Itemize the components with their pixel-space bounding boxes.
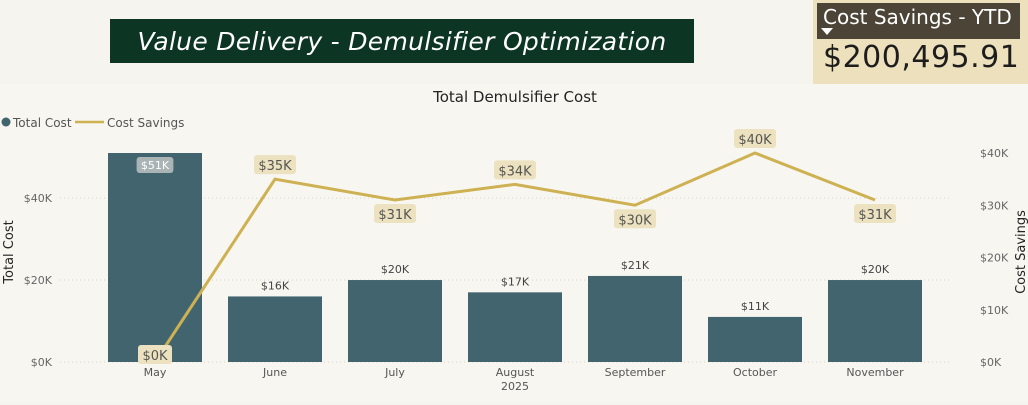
- kpi-label: Cost Savings - YTD: [817, 3, 1020, 39]
- line-value-label: $0K: [142, 349, 168, 364]
- line-value-label: $31K: [378, 208, 412, 223]
- y-right-tick-label: $30K: [980, 199, 1009, 212]
- line-value-label-bg: [854, 204, 896, 224]
- line-value-label: $31K: [858, 208, 892, 223]
- y-axis-right-title: Cost Savings: [1014, 210, 1028, 294]
- page-title: Value Delivery - Demulsifier Optimizatio…: [110, 19, 694, 63]
- bar-august[interactable]: [468, 292, 562, 362]
- line-value-label-bg: [374, 204, 416, 224]
- legend-cost-savings-label[interactable]: Cost Savings: [107, 116, 184, 130]
- y-left-tick-label: $0K: [31, 356, 53, 369]
- y-right-tick-label: $0K: [980, 356, 1002, 369]
- x-tick-label: May: [144, 366, 167, 379]
- bar-november[interactable]: [828, 280, 922, 362]
- line-value-label: $34K: [498, 164, 532, 179]
- line-value-label-bg: [254, 155, 296, 175]
- line-value-label-bg: [494, 160, 536, 180]
- line-value-label: $30K: [618, 213, 652, 228]
- x-tick-label: June: [262, 366, 287, 379]
- legend-total-cost-icon: [1, 117, 11, 127]
- cost-savings-line[interactable]: [153, 151, 876, 363]
- x-tick-label: September: [605, 366, 666, 379]
- legend[interactable]: Total Cost Cost Savings: [1, 116, 185, 130]
- x-tick-label: November: [846, 366, 904, 379]
- bar-july[interactable]: [348, 280, 442, 362]
- bar-value-label: $17K: [501, 275, 530, 288]
- caret-down-icon[interactable]: [821, 28, 833, 35]
- chart-panel: Total Demulsifier Cost Total Cost Cost S…: [0, 84, 1028, 401]
- x-tick-label: July: [384, 366, 405, 379]
- y-axis-left-title: Total Cost: [2, 220, 17, 284]
- line-value-label-bg: [138, 345, 172, 364]
- combo-chart: Total Demulsifier Cost Total Cost Cost S…: [1, 88, 1028, 393]
- bar-september[interactable]: [588, 275, 682, 362]
- bar-value-label: $20K: [381, 263, 410, 276]
- kpi-value: $200,495.91: [823, 40, 1020, 75]
- bar-october[interactable]: [708, 316, 802, 362]
- bar-value-label: $51K: [141, 159, 170, 172]
- kpi-card-cost-savings[interactable]: Cost Savings - YTD $200,495.91: [813, 0, 1028, 84]
- line-value-label-bg: [734, 129, 776, 148]
- y-right-tick-label: $40K: [980, 147, 1009, 160]
- bar-may[interactable]: [108, 153, 202, 362]
- bar-value-label: $16K: [261, 279, 290, 292]
- x-axis-year-label: 2025: [501, 380, 529, 393]
- x-tick-label: October: [733, 366, 777, 379]
- y-left-tick-label: $20K: [24, 274, 53, 287]
- bar-value-label: $11K: [741, 300, 770, 313]
- chart-title: Total Demulsifier Cost: [432, 88, 597, 106]
- y-left-tick-label: $40K: [24, 192, 53, 205]
- bar-value-label: $20K: [861, 263, 890, 276]
- line-value-label-bg: [614, 209, 656, 229]
- bar-june[interactable]: [228, 296, 322, 362]
- bar-value-label: $21K: [621, 259, 650, 272]
- legend-total-cost-label[interactable]: Total Cost: [12, 116, 72, 130]
- y-right-tick-label: $10K: [980, 304, 1009, 317]
- x-tick-label: August: [496, 366, 535, 379]
- line-value-label: $35K: [258, 159, 292, 174]
- line-value-label: $40K: [738, 133, 772, 148]
- y-right-tick-label: $20K: [980, 252, 1009, 265]
- bar-value-label-bg: [136, 157, 174, 173]
